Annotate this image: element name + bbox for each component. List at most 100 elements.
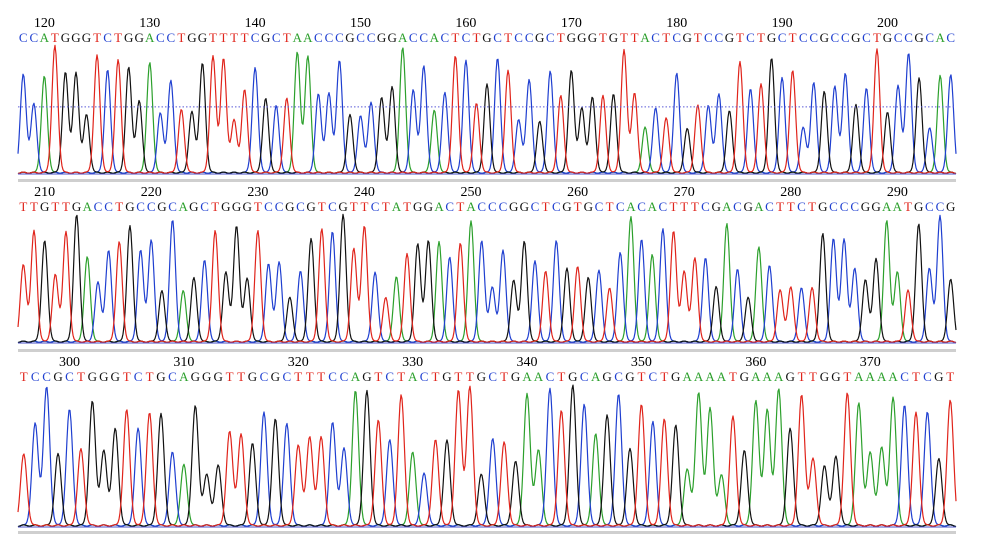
base-call-C: C	[272, 30, 281, 45]
base-call-T: T	[209, 30, 217, 45]
base-call-G: G	[213, 369, 222, 384]
base-call-T: T	[776, 199, 784, 214]
base-call-T: T	[51, 199, 59, 214]
base-call-T: T	[670, 199, 678, 214]
base-call-G: G	[261, 30, 270, 45]
base-call-C: C	[701, 199, 710, 214]
position-label: 300	[59, 355, 80, 370]
position-label: 310	[173, 355, 194, 370]
base-call-C: C	[251, 30, 260, 45]
position-label: 320	[288, 355, 309, 370]
base-call-C: C	[651, 30, 660, 45]
base-call-G: G	[338, 199, 347, 214]
base-call-A: A	[763, 369, 773, 384]
base-call-C: C	[552, 199, 561, 214]
base-call-T: T	[382, 199, 390, 214]
base-call-T: T	[294, 369, 302, 384]
base-call-T: T	[397, 369, 405, 384]
base-call-G: G	[577, 30, 586, 45]
base-call-A: A	[640, 30, 650, 45]
base-call-C: C	[546, 369, 555, 384]
base-call-C: C	[580, 369, 589, 384]
position-label: 200	[877, 16, 898, 31]
base-call-A: A	[434, 199, 444, 214]
base-call-G: G	[568, 369, 577, 384]
base-call-G: G	[861, 199, 870, 214]
base-call-G: G	[743, 199, 752, 214]
base-call-G: G	[99, 369, 108, 384]
base-call-T: T	[757, 30, 765, 45]
base-call-C: C	[156, 30, 165, 45]
base-call-C: C	[778, 30, 787, 45]
base-call-G: G	[914, 30, 923, 45]
base-call-C: C	[94, 199, 103, 214]
base-call-T: T	[211, 199, 219, 214]
base-call-C: C	[296, 199, 305, 214]
base-call-C: C	[923, 369, 932, 384]
base-call-T: T	[808, 199, 816, 214]
base-call-G: G	[82, 30, 91, 45]
base-call-C: C	[809, 30, 818, 45]
trace-T	[17, 226, 957, 344]
base-call-T: T	[557, 30, 565, 45]
base-call-C: C	[328, 369, 337, 384]
base-call-C: C	[799, 30, 808, 45]
base-call-C: C	[356, 30, 365, 45]
base-call-C: C	[168, 369, 177, 384]
position-label: 160	[455, 16, 476, 31]
position-label: 150	[350, 16, 371, 31]
base-call-G: G	[818, 199, 827, 214]
base-call-A: A	[591, 369, 601, 384]
base-call-G: G	[785, 369, 794, 384]
base-call-T: T	[599, 30, 607, 45]
base-call-T: T	[691, 199, 699, 214]
base-call-G: G	[609, 30, 618, 45]
base-call-T: T	[904, 199, 912, 214]
base-call-T: T	[620, 30, 628, 45]
base-call-C: C	[704, 30, 713, 45]
base-call-T: T	[736, 30, 744, 45]
base-call-T: T	[20, 369, 28, 384]
base-call-A: A	[293, 30, 303, 45]
position-label: 260	[567, 185, 588, 200]
base-call-T: T	[454, 369, 462, 384]
base-call-C: C	[829, 199, 838, 214]
base-call-C: C	[264, 199, 273, 214]
base-call-A: A	[40, 30, 50, 45]
position-label: 280	[780, 185, 801, 200]
base-call-C: C	[136, 199, 145, 214]
base-call-G: G	[584, 199, 593, 214]
base-call-A: A	[751, 369, 761, 384]
base-call-G: G	[562, 199, 571, 214]
base-call-T: T	[680, 199, 688, 214]
base-call-G: G	[156, 369, 165, 384]
base-call-G: G	[535, 30, 544, 45]
base-call-G: G	[232, 199, 241, 214]
base-call-C: C	[894, 30, 903, 45]
position-label: 120	[34, 16, 55, 31]
base-call-T: T	[574, 199, 582, 214]
base-call-C: C	[462, 30, 471, 45]
base-call-G: G	[157, 199, 166, 214]
position-label: 250	[461, 185, 482, 200]
base-call-G: G	[242, 199, 251, 214]
base-call-C: C	[314, 30, 323, 45]
base-call-T: T	[241, 30, 249, 45]
base-call-T: T	[662, 30, 670, 45]
position-label: 360	[745, 355, 766, 370]
base-call-A: A	[522, 369, 532, 384]
base-call-C: C	[840, 199, 849, 214]
base-call-C: C	[19, 30, 28, 45]
trace-C	[17, 386, 957, 528]
position-label: 330	[402, 355, 423, 370]
base-call-T: T	[456, 199, 464, 214]
base-call-A: A	[179, 369, 189, 384]
base-call-G: G	[71, 30, 80, 45]
base-call-C: C	[862, 30, 871, 45]
base-call-C: C	[531, 199, 540, 214]
base-call-G: G	[442, 369, 451, 384]
base-call-C: C	[488, 369, 497, 384]
position-label: 180	[666, 16, 687, 31]
base-call-C: C	[260, 369, 269, 384]
